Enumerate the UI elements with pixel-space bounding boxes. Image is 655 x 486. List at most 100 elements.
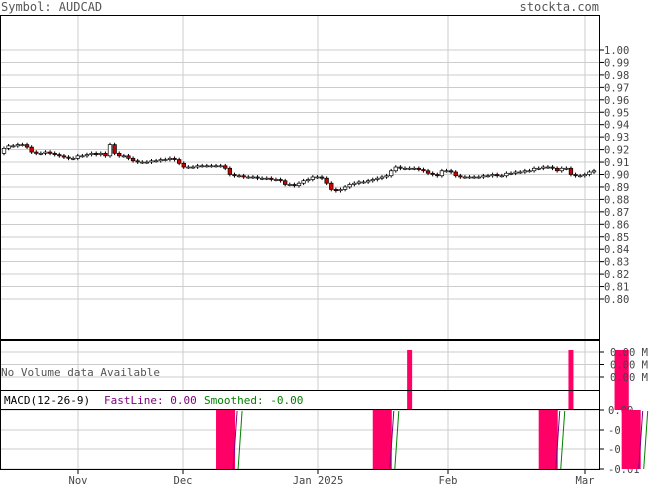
candle-body [75, 155, 80, 159]
candle-body [499, 175, 504, 178]
candle-body [246, 176, 251, 179]
candle-body [140, 161, 145, 164]
candle-body [204, 165, 209, 168]
candle-body [6, 145, 11, 149]
candle-body [550, 166, 555, 169]
candle-body [352, 182, 357, 185]
candle-body [315, 176, 320, 179]
candle-body [167, 157, 173, 160]
x-tick-label: Mar [576, 475, 595, 486]
candle-body [448, 170, 454, 173]
candle-body [130, 157, 136, 162]
candle-body [402, 167, 408, 170]
price-y-tick-label: 0.86 [604, 219, 629, 231]
macd-panel: MACD(12-26-9) FastLine: 0.00 Smoothed: -… [0, 390, 649, 476]
candle-body [163, 159, 168, 161]
candle-body [306, 179, 311, 182]
candle-body [319, 176, 325, 179]
candle-body [430, 172, 435, 175]
candle-body [80, 155, 85, 158]
x-tick-label: Feb [439, 475, 458, 486]
price-y-tick-label: 1.00 [604, 45, 629, 57]
price-gridlines [0, 16, 600, 339]
macd-gridlines [0, 409, 600, 470]
volume-bar [614, 350, 620, 410]
candle-body [329, 182, 334, 190]
candle-body [117, 152, 122, 157]
candle-body [278, 179, 283, 182]
volume-y-tick-label: 0.00 M [610, 372, 648, 384]
candle-body [38, 152, 44, 155]
candle-body [568, 167, 574, 175]
candle-body [149, 160, 154, 163]
candle-body [513, 171, 518, 174]
candle-body [287, 184, 292, 186]
candle-body [103, 152, 108, 157]
candle-body [472, 176, 477, 179]
candle-body [379, 176, 385, 179]
candle-body [342, 186, 348, 190]
price-y-tick-label: 0.99 [604, 57, 629, 69]
price-panel-frame [0, 15, 600, 340]
candle-body [61, 155, 67, 158]
candle-body [573, 174, 578, 177]
candle-body [531, 167, 537, 172]
candle-body [490, 174, 495, 177]
macd-fastline-segment [638, 410, 644, 470]
candle-body [66, 156, 71, 159]
candle-body [232, 174, 237, 177]
price-y-tick-label: 0.88 [604, 194, 629, 206]
candle-body [20, 144, 25, 146]
candle-body [186, 166, 191, 169]
candle-body [370, 179, 375, 182]
candle-body [236, 175, 242, 178]
candle-body [29, 146, 34, 153]
candle-body [15, 144, 20, 147]
price-y-tick-label: 0.91 [604, 157, 629, 169]
price-y-tick-label: 0.96 [604, 95, 629, 107]
candle-body [223, 165, 228, 169]
x-tick-label: Dec [174, 475, 193, 486]
candle-body [416, 167, 421, 170]
macd-smoothed-segment [643, 410, 649, 470]
price-y-tick-label: 0.94 [604, 120, 629, 132]
volume-bars [407, 350, 629, 410]
candle-body [218, 165, 223, 168]
macd-histogram-band [538, 410, 558, 469]
candle-body [356, 181, 362, 184]
x-axis: Nov Dec Jan 2025 Feb Mar [69, 469, 595, 486]
volume-y-ticks: 0.00 M0.00 M0.00 M [600, 347, 648, 384]
candle-body [564, 167, 569, 170]
candle-body [310, 176, 315, 180]
price-y-tick-label: 0.87 [604, 207, 629, 219]
candle-body [578, 175, 583, 178]
volume-y-tick-label: 0.00 M [610, 360, 648, 372]
candle-body [181, 162, 186, 168]
candle-body [190, 166, 196, 169]
candle-body [435, 174, 440, 177]
candle-body [283, 180, 288, 185]
candle-body [98, 152, 103, 155]
price-candles [1, 142, 597, 193]
candle-body [476, 176, 481, 179]
candle-body [241, 175, 246, 178]
candle-body [361, 181, 366, 184]
symbol-label: Symbol: AUDCAD [1, 0, 102, 14]
candle-body [172, 157, 177, 160]
candle-body [587, 171, 592, 175]
candle-body [504, 172, 509, 177]
candle-body [536, 167, 541, 170]
candle-body [375, 177, 380, 180]
macd-histogram-band [621, 410, 641, 469]
site-name: stockta.com [520, 0, 599, 14]
candle-body [52, 152, 57, 155]
candle-body [259, 177, 265, 180]
candle-body [11, 145, 16, 148]
x-tick-label: Nov [69, 475, 88, 486]
candle-body [453, 171, 458, 177]
volume-bar [568, 350, 574, 410]
macd-smoothed-segment [237, 410, 243, 470]
candle-body [24, 144, 30, 148]
price-y-tick-label: 0.82 [604, 269, 629, 281]
macd-panel-frame [0, 409, 600, 470]
